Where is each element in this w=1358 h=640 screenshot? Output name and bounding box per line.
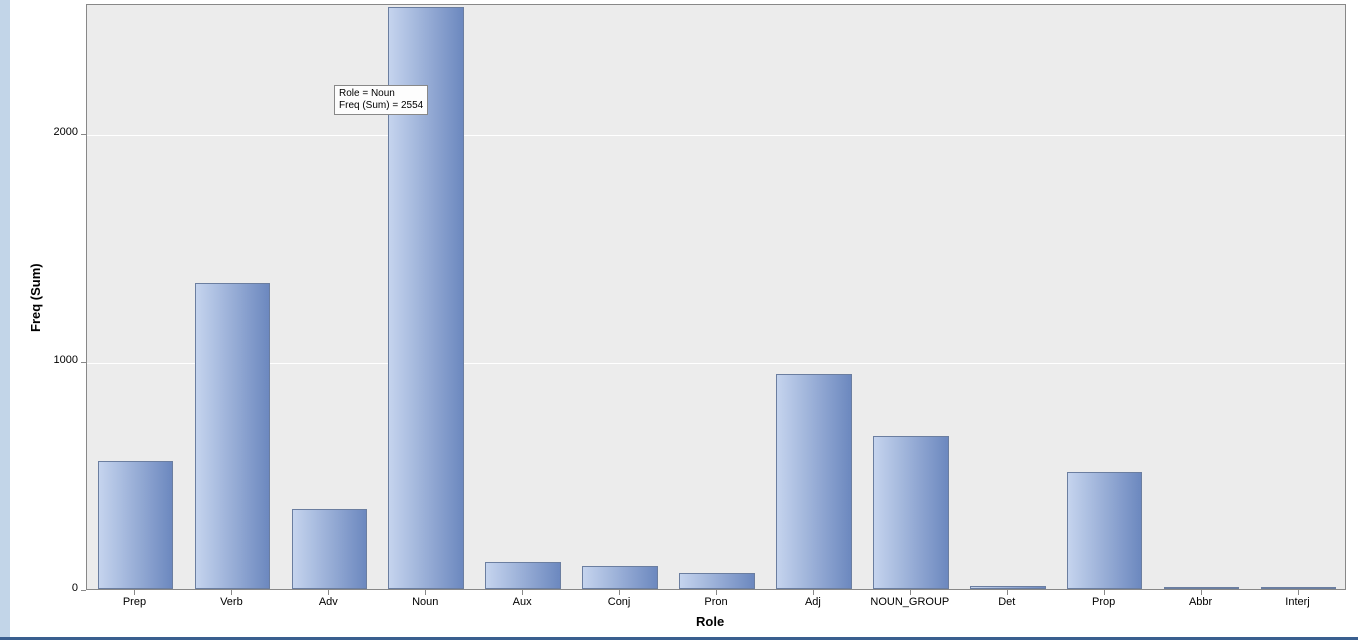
x-tick-mark <box>328 590 329 595</box>
bar-prep[interactable] <box>98 461 174 589</box>
y-axis-label: Freq (Sum) <box>28 263 43 332</box>
x-tick-label: Conj <box>571 596 668 608</box>
x-tick-label: Interj <box>1249 596 1346 608</box>
gridline <box>87 135 1345 136</box>
y-tick-mark <box>81 134 86 135</box>
x-tick-label: Aux <box>474 596 571 608</box>
bar-adv[interactable] <box>292 509 368 589</box>
x-tick-mark <box>134 590 135 595</box>
bar-adj[interactable] <box>776 374 852 589</box>
x-tick-label: Pron <box>668 596 765 608</box>
tooltip-line-role: Role = Noun <box>339 88 423 100</box>
x-tick-mark <box>910 590 911 595</box>
x-tick-label: Adv <box>280 596 377 608</box>
gridline <box>87 363 1345 364</box>
x-tick-label: Prop <box>1055 596 1152 608</box>
tooltip: Role = Noun Freq (Sum) = 2554 <box>334 85 428 115</box>
x-tick-label: Prep <box>86 596 183 608</box>
x-tick-mark <box>813 590 814 595</box>
x-tick-mark <box>716 590 717 595</box>
bar-aux[interactable] <box>485 562 561 589</box>
y-tick-label: 1000 <box>54 354 78 366</box>
x-tick-label: Abbr <box>1152 596 1249 608</box>
bar-prop[interactable] <box>1067 472 1143 589</box>
x-tick-mark <box>1201 590 1202 595</box>
y-tick-label: 0 <box>72 582 78 594</box>
y-tick-label: 2000 <box>54 126 78 138</box>
x-tick-mark <box>1007 590 1008 595</box>
x-tick-label: NOUN_GROUP <box>861 596 958 608</box>
x-tick-label: Adj <box>764 596 861 608</box>
x-tick-mark <box>1298 590 1299 595</box>
x-tick-label: Det <box>958 596 1055 608</box>
x-axis-label: Role <box>696 614 724 629</box>
bar-noun_group[interactable] <box>873 436 949 589</box>
plot-area[interactable] <box>86 4 1346 590</box>
bar-pron[interactable] <box>679 573 755 589</box>
x-tick-mark <box>522 590 523 595</box>
x-tick-label: Noun <box>377 596 474 608</box>
x-tick-mark <box>231 590 232 595</box>
y-tick-mark <box>81 362 86 363</box>
x-tick-mark <box>1104 590 1105 595</box>
x-tick-mark <box>619 590 620 595</box>
bar-conj[interactable] <box>582 566 658 589</box>
bar-det[interactable] <box>970 586 1046 589</box>
left-margin-strip <box>0 0 10 640</box>
x-tick-label: Verb <box>183 596 280 608</box>
y-tick-mark <box>81 590 86 591</box>
bar-abbr[interactable] <box>1164 587 1240 589</box>
bar-interj[interactable] <box>1261 587 1337 589</box>
tooltip-line-value: Freq (Sum) = 2554 <box>339 100 423 112</box>
x-tick-mark <box>425 590 426 595</box>
bar-verb[interactable] <box>195 283 271 589</box>
chart-container: Freq (Sum) Role Role = Noun Freq (Sum) =… <box>0 0 1358 640</box>
